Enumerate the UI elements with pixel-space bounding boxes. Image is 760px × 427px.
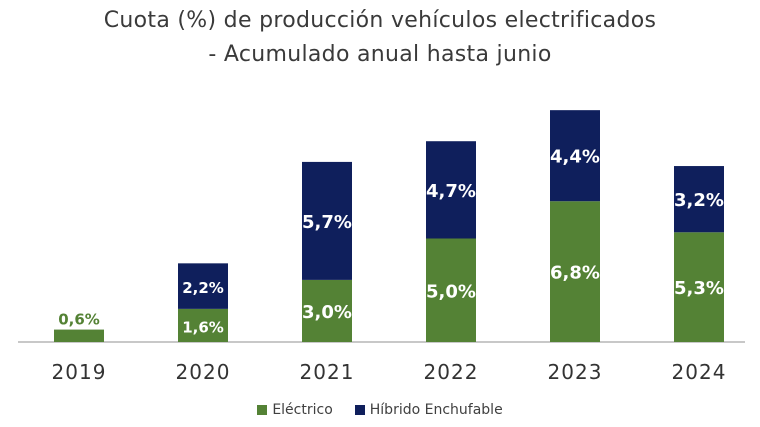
bar-electrico-2022 — [426, 238, 476, 342]
data-label: 5,7% — [302, 212, 352, 233]
x-tick-label: 2022 — [424, 360, 479, 384]
legend-item-hibrido: Híbrido Enchufable — [354, 402, 503, 418]
data-label: 2,2% — [182, 279, 224, 297]
chart-title: Cuota (%) de producción vehículos electr… — [103, 8, 657, 33]
x-tick-label: 2020 — [176, 360, 231, 384]
bar-hibrido-2023 — [550, 110, 600, 202]
bar-hibrido-2020 — [178, 263, 228, 309]
chart-subtitle: - Acumulado anual hasta junio — [208, 42, 552, 67]
legend-item-electrico: Eléctrico — [257, 402, 333, 418]
data-label: 0,6% — [58, 311, 100, 329]
data-label: 3,2% — [674, 190, 724, 211]
bar-hibrido-2024 — [674, 166, 724, 233]
legend: Eléctrico Híbrido Enchufable — [0, 402, 760, 418]
legend-label: Híbrido Enchufable — [369, 402, 503, 418]
x-tick-label: 2023 — [548, 360, 603, 384]
bar-electrico-2020 — [178, 308, 228, 342]
legend-swatch-electrico — [257, 405, 268, 415]
data-label: 1,6% — [182, 318, 224, 336]
data-label: 4,4% — [550, 147, 600, 168]
x-tick-label: 2019 — [52, 360, 107, 384]
bar-hibrido-2022 — [426, 141, 476, 239]
x-tick-label: 2021 — [300, 360, 355, 384]
bar-electrico-2024 — [674, 232, 724, 342]
data-label: 3,0% — [302, 302, 352, 323]
data-label: 6,8% — [550, 263, 600, 284]
data-label: 5,0% — [426, 281, 476, 302]
data-label: 4,7% — [426, 181, 476, 202]
legend-label: Eléctrico — [272, 402, 333, 418]
bar-electrico-2023 — [550, 201, 600, 342]
bar-electrico-2021 — [302, 279, 352, 342]
legend-swatch-hibrido — [354, 405, 365, 415]
data-label: 5,3% — [674, 278, 724, 299]
x-tick-label: 2024 — [672, 360, 727, 384]
bar-electrico-2019 — [54, 329, 104, 342]
bar-hibrido-2021 — [302, 161, 352, 280]
